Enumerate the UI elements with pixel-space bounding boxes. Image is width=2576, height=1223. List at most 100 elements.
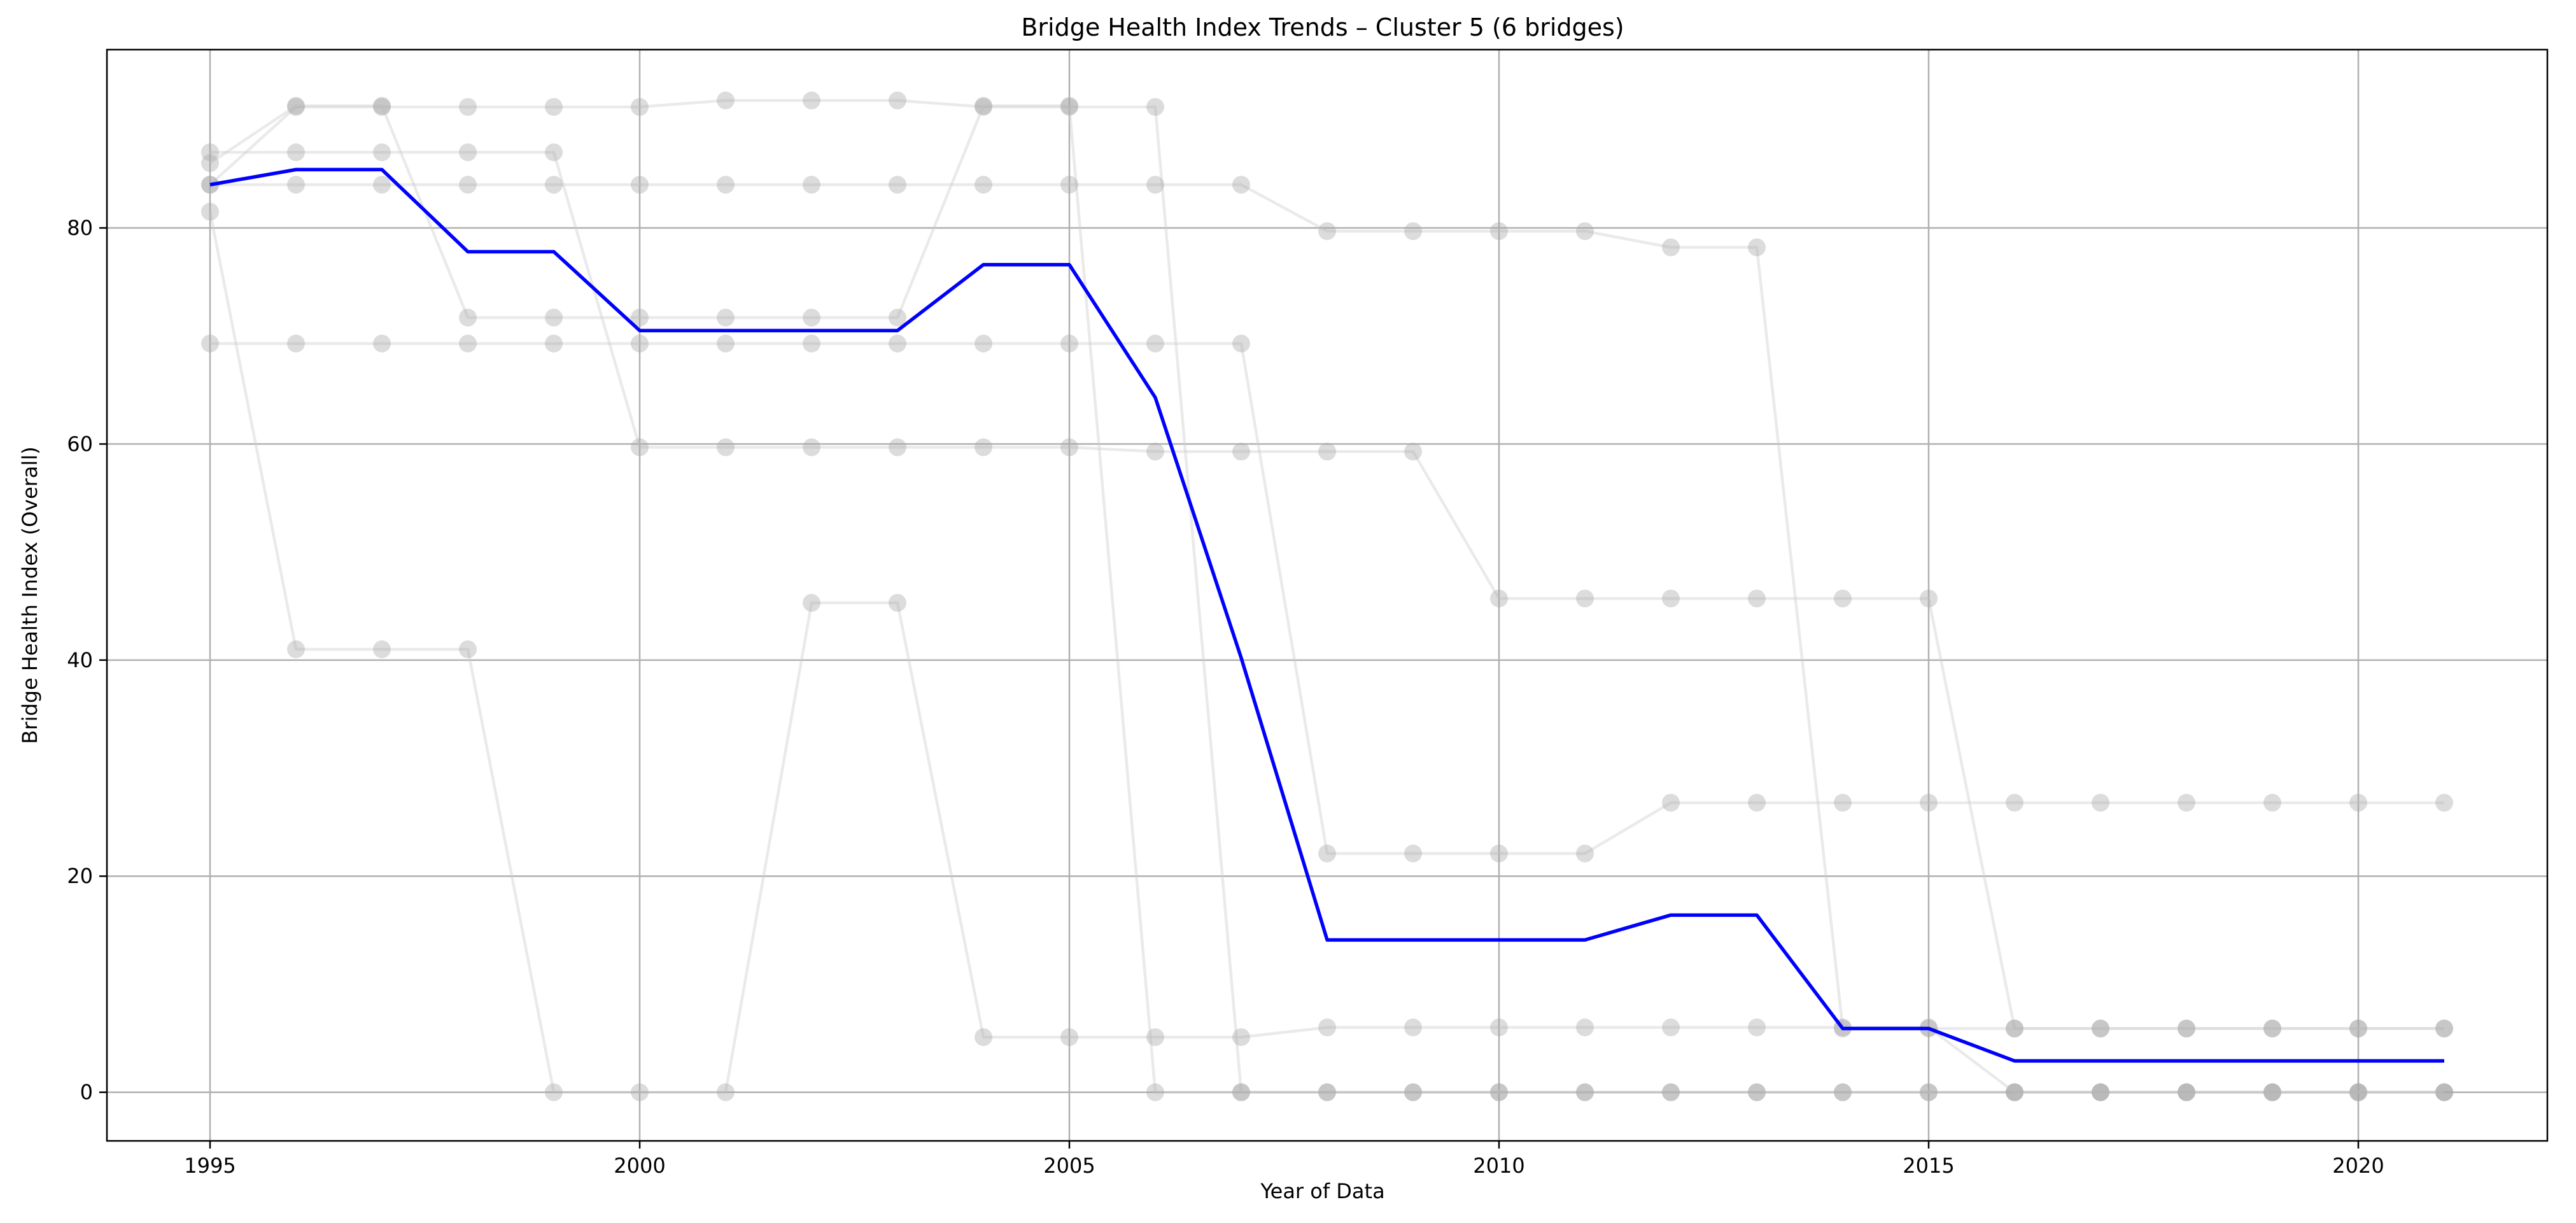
- bridge-data-point: [975, 97, 992, 115]
- bridge-data-point: [975, 176, 992, 194]
- bridge-data-point: [287, 176, 305, 194]
- bridge-data-point: [1318, 222, 1336, 241]
- bridge-data-point: [1834, 793, 1852, 812]
- bridge-data-point: [1576, 1018, 1594, 1036]
- bridge-data-point: [1146, 1083, 1164, 1101]
- x-tick-label: 2005: [1043, 1154, 1095, 1178]
- bridge-data-point: [373, 334, 391, 353]
- bridge-data-point: [2178, 1019, 2195, 1038]
- bridge-data-point: [1060, 438, 1078, 456]
- bridge-data-point: [1232, 1083, 1250, 1101]
- bridge-data-point: [1662, 238, 1680, 257]
- grid-lines: [107, 50, 2547, 1141]
- bridge-series-line: [209, 104, 2444, 1094]
- plot-frame: [106, 48, 2549, 1142]
- bridge-data-point: [1060, 97, 1078, 115]
- bridge-data-point: [2349, 793, 2367, 812]
- y-tick-label: 80: [67, 216, 93, 240]
- bridge-data-point: [1060, 176, 1078, 194]
- bridge-data-point: [1232, 176, 1250, 194]
- bridge-data-point: [2263, 1019, 2281, 1038]
- bridge-data-point: [717, 438, 735, 456]
- bridge-data-point: [1404, 442, 1422, 461]
- bridge-data-point: [1576, 1083, 1594, 1101]
- mean-layer: [209, 167, 2444, 1063]
- bridge-data-point: [1318, 1018, 1336, 1036]
- bridge-data-point: [2349, 1019, 2367, 1038]
- bridge-data-point: [2092, 793, 2109, 812]
- bridge-data-point: [889, 438, 906, 456]
- bridge-data-point: [1146, 176, 1164, 194]
- bridge-data-point: [1662, 1083, 1680, 1101]
- x-tick-label: 2000: [614, 1154, 665, 1178]
- x-tick-label: 2010: [1473, 1154, 1524, 1178]
- bridge-data-point: [545, 176, 563, 194]
- x-tick-label: 2020: [2332, 1154, 2384, 1178]
- bridge-series-1: [201, 143, 2453, 1038]
- bridge-series-6: [201, 202, 2453, 1101]
- y-tick-label: 40: [67, 648, 93, 672]
- bridge-series-line: [209, 99, 2444, 1094]
- bridge-data-point: [1490, 1083, 1508, 1101]
- bridge-data-point: [717, 91, 735, 110]
- bridge-data-point: [2178, 1083, 2195, 1101]
- bridge-data-point: [2435, 1019, 2453, 1038]
- bridge-data-point: [459, 308, 477, 327]
- bridge-data-point: [1490, 1018, 1508, 1036]
- bridge-data-point: [2092, 1083, 2109, 1101]
- bridge-data-point: [803, 438, 820, 456]
- bridge-data-point: [1920, 1083, 1938, 1101]
- bridge-data-point: [889, 308, 906, 327]
- bridge-data-point: [1576, 590, 1594, 608]
- bridge-data-point: [459, 97, 477, 116]
- x-tick-label: 2015: [1903, 1154, 1954, 1178]
- bridge-data-point: [631, 176, 649, 194]
- bridge-data-point: [2435, 1083, 2453, 1101]
- bridge-data-point: [1404, 844, 1422, 863]
- bridge-data-point: [1748, 1018, 1766, 1036]
- bridge-data-point: [889, 334, 906, 353]
- bridge-data-point: [373, 143, 391, 162]
- y-axis-label: Bridge Health Index (Overall): [18, 446, 42, 744]
- bridge-data-point: [1490, 844, 1508, 863]
- bridge-data-point: [717, 308, 735, 327]
- bridge-data-point: [2349, 1083, 2367, 1101]
- y-tick-label: 20: [67, 864, 93, 888]
- bridge-data-point: [2263, 1083, 2281, 1101]
- bridge-data-point: [1232, 1083, 1250, 1101]
- bridge-data-point: [201, 202, 219, 221]
- bridge-data-point: [803, 334, 820, 353]
- bridge-data-point: [1146, 334, 1164, 353]
- bridge-series-5: [201, 334, 2453, 863]
- bridge-data-point: [889, 176, 906, 194]
- bridge-data-point: [975, 97, 992, 116]
- y-tick-label: 0: [80, 1080, 93, 1105]
- bridge-data-point: [373, 640, 391, 658]
- bridge-data-point: [2092, 1083, 2109, 1101]
- bridge-data-point: [2006, 1083, 2023, 1101]
- bridge-data-point: [1834, 1083, 1852, 1101]
- bridge-data-point: [1146, 442, 1164, 461]
- bridge-data-point: [1662, 793, 1680, 812]
- bridge-data-point: [1834, 590, 1852, 608]
- bridge-data-point: [1404, 1083, 1422, 1101]
- bridge-data-point: [545, 143, 563, 162]
- bridge-data-point: [631, 438, 649, 456]
- bridge-data-point: [2006, 1083, 2023, 1101]
- bridge-data-point: [2349, 1019, 2367, 1038]
- bridge-data-point: [803, 176, 820, 194]
- bridge-data-point: [373, 176, 391, 194]
- bridge-data-point: [2092, 1083, 2109, 1101]
- bridge-data-point: [1232, 442, 1250, 461]
- bridge-data-point: [2263, 1019, 2281, 1038]
- bridge-data-point: [1834, 1083, 1852, 1101]
- bridge-data-point: [1060, 97, 1078, 116]
- bridge-data-point: [1318, 442, 1336, 461]
- bridge-data-point: [1662, 1018, 1680, 1036]
- bridge-series-line: [210, 183, 2444, 1030]
- bridge-data-point: [2349, 1083, 2367, 1101]
- bridge-data-point: [631, 1083, 649, 1101]
- bridge-data-point: [631, 308, 649, 327]
- bridge-data-point: [2178, 793, 2195, 812]
- bridge-data-point: [1920, 793, 1938, 812]
